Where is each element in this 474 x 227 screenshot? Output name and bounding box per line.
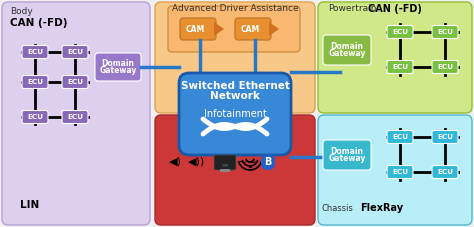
FancyBboxPatch shape [387,61,413,74]
Text: ECU: ECU [392,29,408,35]
Text: ECU: ECU [392,169,408,175]
Text: ~~: ~~ [237,155,257,168]
Text: B: B [264,157,272,167]
FancyBboxPatch shape [235,18,271,40]
FancyBboxPatch shape [220,169,230,172]
Text: CAN (-FD): CAN (-FD) [10,18,67,28]
FancyBboxPatch shape [155,2,315,113]
Text: ECU: ECU [437,134,453,140]
Text: Domain: Domain [330,42,364,51]
Text: Gateway: Gateway [328,49,365,58]
FancyBboxPatch shape [432,61,458,74]
Text: ECU: ECU [392,64,408,70]
Text: CAM: CAM [240,25,260,34]
FancyBboxPatch shape [387,25,413,39]
FancyBboxPatch shape [432,165,458,178]
FancyBboxPatch shape [179,73,291,155]
FancyBboxPatch shape [180,18,216,40]
FancyBboxPatch shape [22,111,48,123]
Text: ECU: ECU [67,49,83,55]
FancyBboxPatch shape [2,2,150,225]
FancyBboxPatch shape [432,131,458,143]
FancyBboxPatch shape [214,155,236,170]
FancyBboxPatch shape [22,76,48,89]
FancyBboxPatch shape [318,2,472,113]
FancyBboxPatch shape [95,53,141,81]
Text: ECU: ECU [27,79,43,85]
FancyBboxPatch shape [432,25,458,39]
Text: ECU: ECU [67,79,83,85]
Text: ECU: ECU [27,114,43,120]
FancyBboxPatch shape [62,111,88,123]
Text: ◀): ◀) [169,157,182,167]
Text: Powertrain: Powertrain [328,4,376,13]
Text: Infotainment: Infotainment [203,109,266,119]
Text: Domain: Domain [101,59,135,68]
Text: CAN (-FD): CAN (-FD) [368,4,422,14]
Text: FlexRay: FlexRay [360,203,403,213]
FancyBboxPatch shape [323,35,371,65]
Text: ECU: ECU [67,114,83,120]
Text: Switched Ethernet: Switched Ethernet [181,81,290,91]
FancyBboxPatch shape [387,131,413,143]
FancyBboxPatch shape [62,45,88,59]
Text: ◀)): ◀)) [188,157,206,167]
Polygon shape [269,22,279,36]
Text: LIN: LIN [20,200,39,210]
FancyBboxPatch shape [22,45,48,59]
Text: Chassis: Chassis [322,204,354,213]
Text: ECU: ECU [437,169,453,175]
Text: ECU: ECU [27,49,43,55]
Text: CAM: CAM [185,25,205,34]
Text: Advanced Driver Assistance: Advanced Driver Assistance [172,4,298,13]
Text: ECU: ECU [437,64,453,70]
Text: ECU: ECU [437,29,453,35]
FancyBboxPatch shape [387,165,413,178]
Text: Gateway: Gateway [328,154,365,163]
Text: Gateway: Gateway [100,66,137,75]
Text: ECU: ECU [392,134,408,140]
Text: Domain: Domain [330,147,364,156]
FancyBboxPatch shape [168,6,300,52]
Text: Network: Network [210,91,260,101]
Polygon shape [214,22,224,36]
FancyBboxPatch shape [318,115,472,225]
FancyBboxPatch shape [155,115,315,225]
FancyBboxPatch shape [62,76,88,89]
FancyBboxPatch shape [261,154,275,170]
FancyBboxPatch shape [323,140,371,170]
Text: Body: Body [10,7,33,16]
Text: ▬: ▬ [222,161,228,167]
